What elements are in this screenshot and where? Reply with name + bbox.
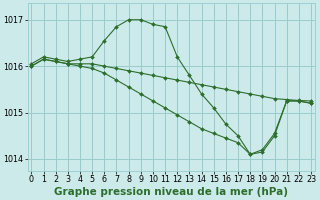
X-axis label: Graphe pression niveau de la mer (hPa): Graphe pression niveau de la mer (hPa) (54, 187, 288, 197)
